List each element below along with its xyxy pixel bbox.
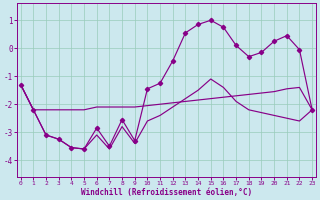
X-axis label: Windchill (Refroidissement éolien,°C): Windchill (Refroidissement éolien,°C) — [81, 188, 252, 197]
